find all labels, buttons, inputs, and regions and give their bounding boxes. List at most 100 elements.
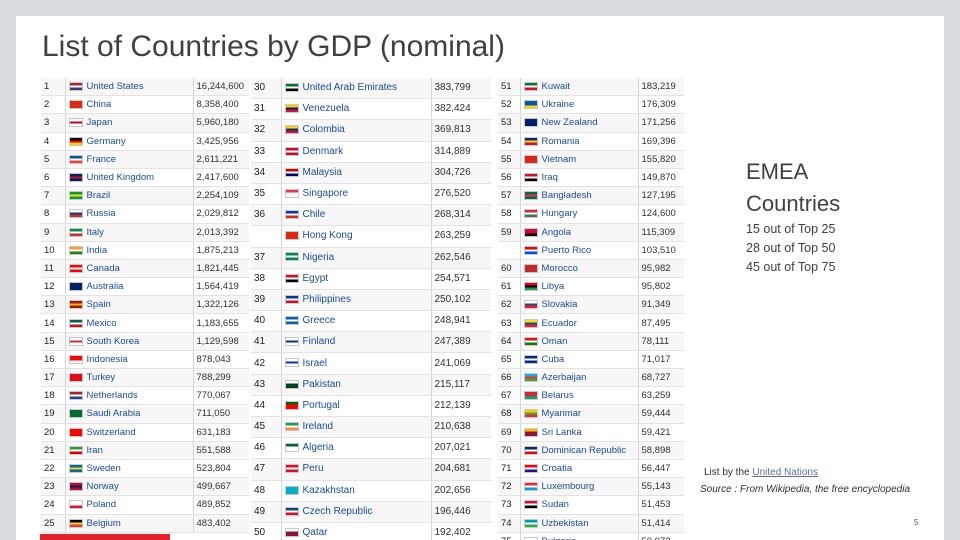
country-link[interactable]: Angola [541,226,572,238]
country-link[interactable]: New Zealand [541,117,598,129]
rank-cell: 12 [41,277,65,297]
country-link[interactable]: Uzbekistan [541,517,589,529]
country-link[interactable]: Philippines [302,293,351,305]
country-link[interactable]: Bulgaria [542,536,577,540]
country-link[interactable]: Romania [541,135,580,147]
country-link[interactable]: Czech Republic [302,505,373,517]
country-link[interactable]: Singapore [302,188,349,200]
country-link[interactable]: Greece [302,315,336,327]
country-link[interactable]: Venezuela [302,103,350,115]
gdp-value-cell: 551,588 [192,441,249,460]
country-link[interactable]: Qatar [302,527,328,539]
gdp-value-cell: 1,564,419 [192,277,249,297]
country-link[interactable]: Ireland [302,421,334,433]
flag-icon [68,82,83,92]
country-link[interactable]: Saudi Arabia [86,408,141,420]
rank-cell: 20 [41,423,65,442]
rank-cell: 10 [41,241,65,260]
country-link[interactable]: Morocco [541,262,578,274]
country-link[interactable]: Sudan [541,499,569,511]
country-link[interactable]: Egypt [302,272,329,284]
country-cell: Slovakia [519,295,638,315]
country-link[interactable]: Indonesia [86,353,128,365]
country-link[interactable]: Italy [86,226,104,238]
country-link[interactable]: Libya [541,281,565,293]
country-link[interactable]: Dominican Republic [541,444,626,456]
country-cell: Libya [519,277,638,297]
country-link[interactable]: Colombia [302,124,345,136]
country-link[interactable]: Kazakhstan [302,484,355,496]
country-link[interactable]: Israel [302,357,327,369]
country-link[interactable]: Finland [302,336,336,348]
country-link[interactable]: Nigeria [302,251,335,263]
country-link[interactable]: Japan [86,117,113,129]
country-link[interactable]: Croatia [541,463,573,475]
country-link[interactable]: France [86,153,117,165]
country-link[interactable]: Denmark [302,145,344,157]
country-link[interactable]: Russia [86,208,116,220]
country-link[interactable]: Malaysia [302,166,342,178]
flag-icon [68,336,83,346]
country-link[interactable]: Switzerland [86,426,136,438]
country-link[interactable]: Iran [86,444,103,456]
country-cell: Philippines [280,289,431,312]
flag-icon [523,318,538,328]
country-link[interactable]: South Korea [86,335,140,347]
country-link[interactable]: Ecuador [541,317,577,329]
country-link[interactable]: Turkey [86,372,116,384]
country-link[interactable]: Germany [86,135,126,147]
rank-cell: 56 [498,168,520,188]
rank-cell: 48 [251,480,281,502]
flag-icon [68,300,83,310]
country-link[interactable]: India [86,244,108,256]
country-link[interactable]: Kuwait [541,81,571,93]
country-link[interactable]: Luxembourg [541,481,595,493]
country-link[interactable]: Mexico [86,317,117,329]
country-link[interactable]: Azerbaijan [541,372,587,384]
flag-icon [523,282,538,292]
flag-icon [523,154,538,164]
country-link[interactable]: Spain [86,299,111,311]
country-link[interactable]: China [86,99,112,111]
country-link[interactable]: United States [86,81,144,93]
country-link[interactable]: Netherlands [86,390,138,402]
country-link[interactable]: Sweden [86,463,121,475]
rank-cell: 65 [498,350,520,370]
country-link[interactable]: Bangladesh [541,190,592,202]
country-link[interactable]: Algeria [302,442,334,454]
country-cell: Bangladesh [519,186,638,206]
country-link[interactable]: Canada [86,262,120,274]
country-link[interactable]: Sri Lanka [541,426,582,438]
flag-icon [523,354,538,364]
country-link[interactable]: Hong Kong [302,230,353,242]
country-link[interactable]: Ukraine [541,99,575,111]
country-cell: Poland [64,495,193,515]
flag-icon [523,409,538,419]
country-link[interactable]: Chile [302,209,326,221]
table-row: 14 Mexico 1,183,655 [41,313,249,333]
country-link[interactable]: Australia [86,281,124,293]
country-link[interactable]: Brazil [86,190,111,202]
united-nations-link[interactable]: United Nations [752,467,818,478]
flag-icon [68,445,83,455]
rank-cell: 39 [251,289,281,312]
country-link[interactable]: Puerto Rico [541,244,592,256]
country-link[interactable]: Belgium [86,517,121,529]
country-link[interactable]: United Arab Emirates [302,82,398,94]
country-link[interactable]: Slovakia [541,299,578,311]
country-link[interactable]: Peru [302,463,324,475]
country-link[interactable]: Cuba [541,353,565,365]
country-link[interactable]: Oman [541,335,568,347]
country-link[interactable]: Iraq [541,172,558,184]
country-link[interactable]: Poland [86,499,117,511]
country-cell: United Arab Emirates [280,78,431,100]
country-link[interactable]: Myanmar [541,408,582,420]
country-link[interactable]: Norway [86,481,119,493]
country-link[interactable]: United Kingdom [86,172,155,184]
country-link[interactable]: Pakistan [302,378,341,390]
country-link[interactable]: Portugal [302,399,340,411]
country-link[interactable]: Vietnam [541,153,577,165]
country-link[interactable]: Hungary [541,208,578,220]
country-link[interactable]: Belarus [541,390,574,402]
country-cell: India [64,241,193,260]
